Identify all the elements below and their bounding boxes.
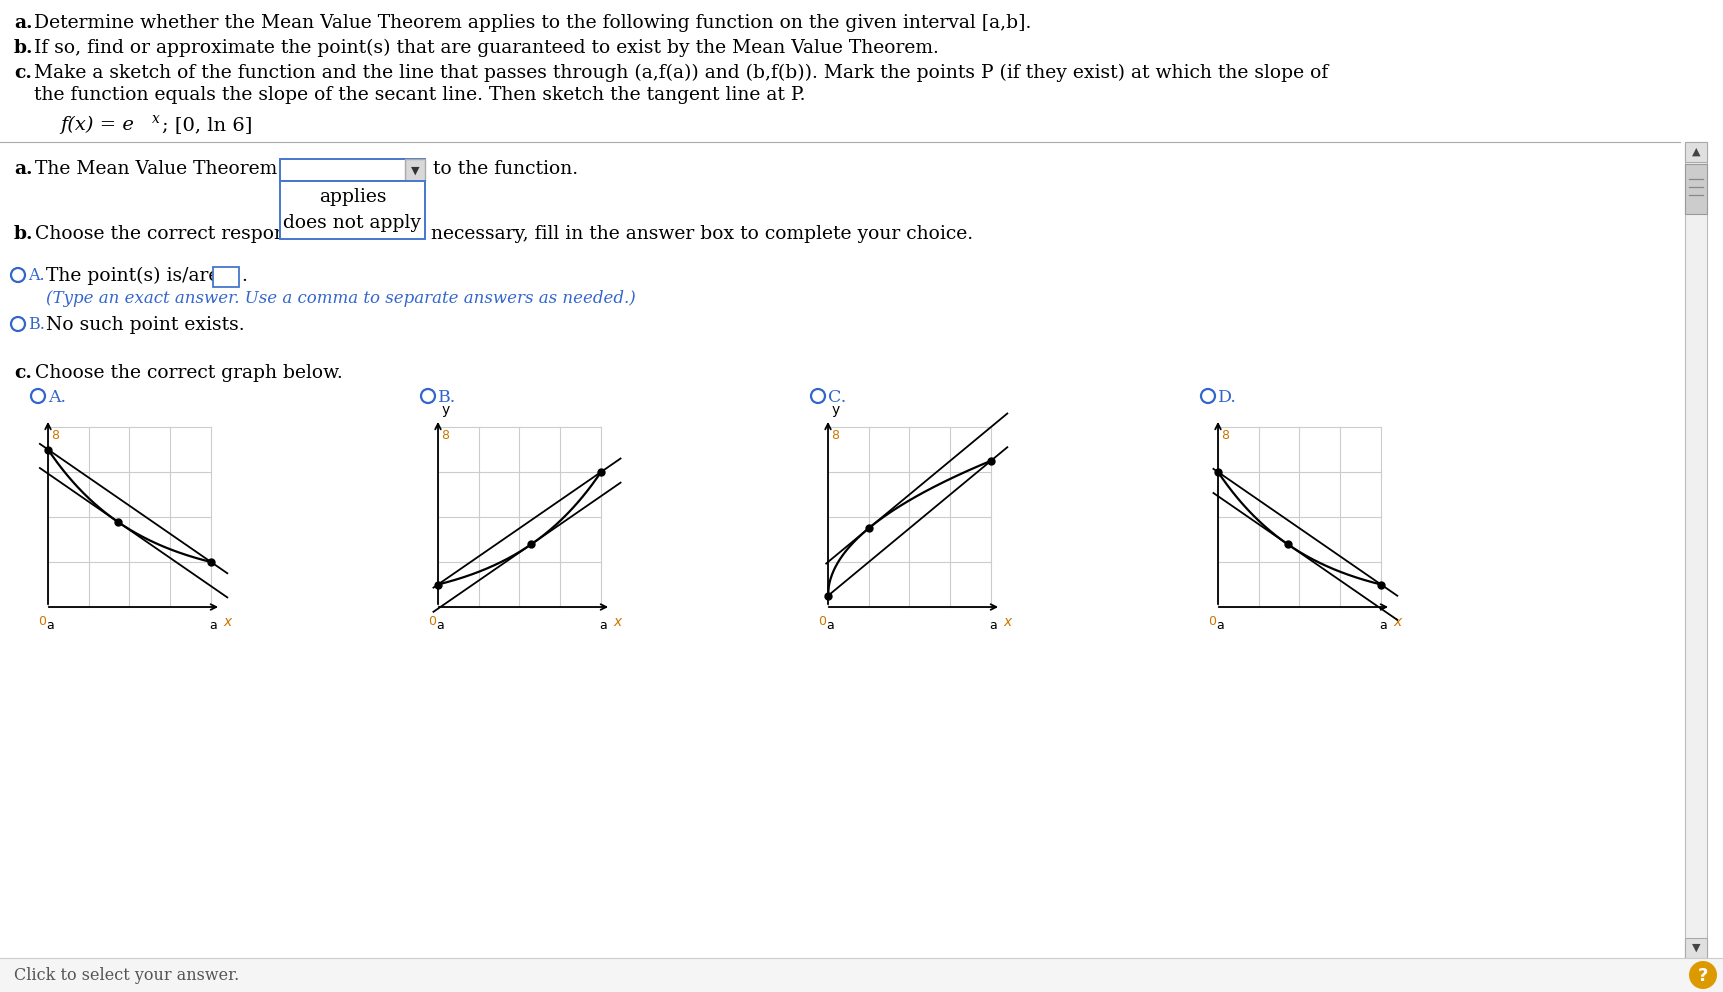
Text: a: a: [1378, 619, 1385, 632]
Text: x: x: [1392, 615, 1401, 629]
Text: 8: 8: [1220, 429, 1228, 442]
Text: 0: 0: [38, 615, 47, 628]
Text: (Type an exact answer. Use a comma to separate answers as needed.): (Type an exact answer. Use a comma to se…: [47, 290, 636, 307]
Text: y: y: [441, 403, 450, 417]
Text: x: x: [222, 615, 231, 629]
Text: Choose the correct graph below.: Choose the correct graph below.: [34, 364, 343, 382]
Text: If so, find or approximate the point(s) that are guaranteed to exist by the Mean: If so, find or approximate the point(s) …: [34, 39, 939, 58]
Bar: [1683, 142, 1706, 162]
Text: does not apply: does not apply: [283, 214, 420, 232]
FancyBboxPatch shape: [214, 267, 239, 287]
Text: a: a: [208, 619, 217, 632]
FancyBboxPatch shape: [279, 181, 426, 239]
Text: The Mean Value Theorem: The Mean Value Theorem: [34, 160, 277, 178]
Text: c.: c.: [14, 64, 31, 82]
Text: 8: 8: [830, 429, 839, 442]
Text: 0: 0: [1208, 615, 1215, 628]
Text: a: a: [600, 619, 606, 632]
Text: ▼: ▼: [410, 166, 419, 176]
Text: A.: A.: [28, 267, 45, 284]
Bar: [1683, 142, 1706, 958]
Text: 8: 8: [52, 429, 59, 442]
Text: b.: b.: [14, 225, 33, 243]
Text: x: x: [152, 112, 160, 126]
Text: Determine whether the Mean Value Theorem applies to the following function on th: Determine whether the Mean Value Theorem…: [34, 14, 1030, 32]
Text: A.: A.: [48, 389, 65, 406]
Text: a.: a.: [14, 14, 33, 32]
Text: No such point exists.: No such point exists.: [47, 316, 245, 334]
Text: ▼: ▼: [1690, 943, 1699, 953]
Text: f(x) = e: f(x) = e: [60, 116, 134, 134]
Text: a: a: [1215, 619, 1223, 632]
Text: a: a: [47, 619, 53, 632]
Text: ?: ?: [1697, 967, 1707, 985]
Text: B.: B.: [438, 389, 457, 406]
Text: 0: 0: [817, 615, 825, 628]
Text: ; [0, ln 6]: ; [0, ln 6]: [162, 116, 252, 134]
Text: .: .: [241, 267, 246, 285]
Text: b.: b.: [14, 39, 33, 57]
Text: x: x: [613, 615, 620, 629]
Text: necessary, fill in the answer box to complete your choice.: necessary, fill in the answer box to com…: [431, 225, 972, 243]
Text: C.: C.: [827, 389, 846, 406]
Text: Make a sketch of the function and the line that passes through (a,f(a)) and (b,f: Make a sketch of the function and the li…: [34, 64, 1327, 82]
Bar: [1683, 164, 1706, 214]
FancyBboxPatch shape: [279, 159, 426, 181]
Text: applies: applies: [319, 188, 386, 206]
Text: Click to select your answer.: Click to select your answer.: [14, 966, 239, 983]
Text: Choose the correct respons: Choose the correct respons: [34, 225, 295, 243]
Text: a: a: [436, 619, 443, 632]
Text: x: x: [1003, 615, 1011, 629]
Text: ▲: ▲: [1690, 147, 1699, 157]
FancyBboxPatch shape: [405, 159, 426, 181]
Text: D.: D.: [1216, 389, 1235, 406]
Text: c.: c.: [14, 364, 31, 382]
Text: 8: 8: [441, 429, 448, 442]
Text: a: a: [989, 619, 996, 632]
Bar: [0, 958, 1723, 992]
Text: the function equals the slope of the secant line. Then sketch the tangent line a: the function equals the slope of the sec…: [34, 86, 805, 104]
Text: The point(s) is/are: The point(s) is/are: [47, 267, 219, 286]
Text: a: a: [825, 619, 834, 632]
Bar: [1683, 938, 1706, 958]
Text: a.: a.: [14, 160, 33, 178]
Circle shape: [1689, 961, 1716, 989]
Text: 0: 0: [427, 615, 436, 628]
Text: to the function.: to the function.: [432, 160, 577, 178]
Text: y: y: [832, 403, 839, 417]
Text: B.: B.: [28, 316, 45, 333]
